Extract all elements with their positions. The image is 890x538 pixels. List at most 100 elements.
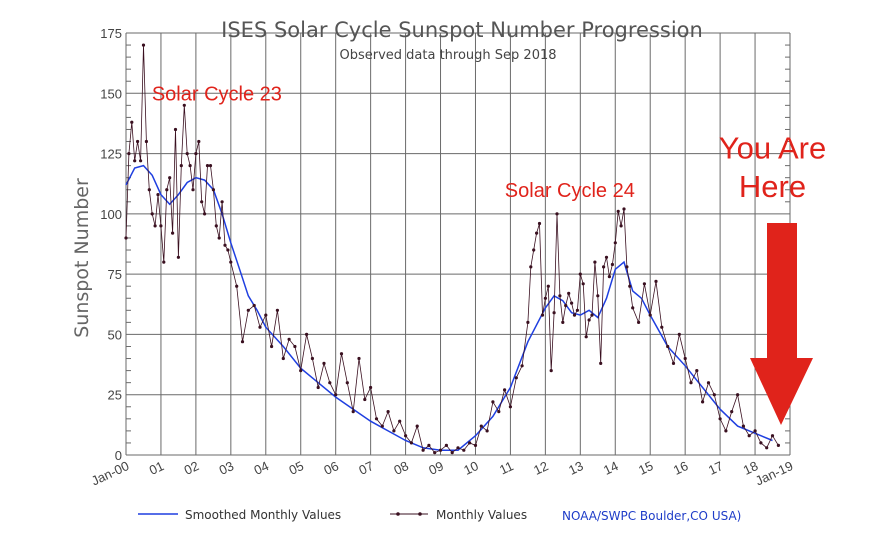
monthly-point xyxy=(421,448,425,452)
monthly-point xyxy=(503,388,507,392)
legend-monthly-marker xyxy=(396,512,400,516)
monthly-point xyxy=(596,294,600,298)
monthly-point xyxy=(616,209,620,213)
x-tick-label: 09 xyxy=(426,458,445,478)
y-tick-label: 0 xyxy=(115,448,122,463)
monthly-point xyxy=(671,361,676,365)
monthly-point xyxy=(322,361,326,365)
x-tick-label: 01 xyxy=(147,458,166,478)
monthly-point xyxy=(264,313,268,317)
monthly-point xyxy=(197,139,201,144)
down-arrow-icon xyxy=(750,223,813,425)
monthly-point xyxy=(706,381,711,385)
monthly-point xyxy=(666,344,670,349)
monthly-point xyxy=(150,212,154,216)
monthly-point xyxy=(610,262,615,267)
monthly-point xyxy=(130,120,134,124)
monthly-point xyxy=(637,320,641,324)
monthly-point xyxy=(188,164,192,168)
monthly-point xyxy=(162,260,166,264)
monthly-point xyxy=(590,313,594,317)
monthly-point xyxy=(607,275,612,279)
y-tick-label: 125 xyxy=(100,147,122,162)
x-tick-label: 13 xyxy=(566,458,585,478)
monthly-point xyxy=(683,356,687,361)
monthly-point xyxy=(316,385,320,390)
monthly-point xyxy=(275,308,279,312)
monthly-point xyxy=(546,284,550,288)
monthly-point xyxy=(479,424,483,428)
monthly-point xyxy=(380,424,384,428)
monthly-point xyxy=(281,356,285,361)
x-tick-label: 05 xyxy=(287,458,306,478)
monthly-point xyxy=(404,434,408,438)
monthly-point xyxy=(776,443,781,447)
y-tick-label: 75 xyxy=(108,267,122,282)
monthly-point xyxy=(200,200,204,204)
monthly-point xyxy=(543,296,548,300)
monthly-point xyxy=(398,419,402,423)
monthly-point xyxy=(462,448,466,452)
monthly-point xyxy=(468,441,472,445)
monthly-point xyxy=(226,248,230,252)
monthly-point xyxy=(613,241,617,245)
monthly-point xyxy=(258,325,262,329)
monthly-point xyxy=(246,308,250,312)
y-axis-label: Sunspot Number xyxy=(71,178,93,338)
annotation-cycle-24: Solar Cycle 24 xyxy=(505,180,635,202)
annotation-here: Here xyxy=(739,169,806,204)
monthly-point xyxy=(581,282,585,286)
x-tick-label: 14 xyxy=(601,458,620,478)
monthly-point xyxy=(156,193,160,197)
monthly-series-line xyxy=(125,45,779,454)
monthly-point xyxy=(497,410,501,414)
monthly-point xyxy=(386,410,390,414)
monthly-point xyxy=(415,424,419,428)
monthly-point xyxy=(540,313,545,317)
monthly-point xyxy=(191,188,195,192)
x-tick-label: Jan-00 xyxy=(89,458,131,488)
monthly-point xyxy=(660,325,664,329)
monthly-point xyxy=(619,224,623,228)
monthly-point xyxy=(648,313,652,317)
monthly-point xyxy=(328,381,332,385)
monthly-point xyxy=(305,332,309,336)
monthly-point xyxy=(753,429,757,433)
monthly-point xyxy=(765,446,769,450)
monthly-point xyxy=(427,443,431,447)
monthly-point xyxy=(689,381,693,385)
x-tick-label: 15 xyxy=(636,458,655,478)
monthly-point xyxy=(578,272,582,276)
monthly-point xyxy=(287,337,291,341)
monthly-point xyxy=(555,212,559,216)
monthly-point xyxy=(185,152,189,156)
monthly-point xyxy=(570,301,574,305)
monthly-point xyxy=(293,344,297,349)
monthly-point xyxy=(217,236,221,240)
monthly-point xyxy=(139,159,143,163)
monthly-point xyxy=(567,291,571,295)
monthly-point xyxy=(552,311,556,315)
monthly-point xyxy=(602,265,606,269)
monthly-point xyxy=(310,356,314,361)
x-tick-label: 17 xyxy=(706,458,725,478)
monthly-point xyxy=(240,340,245,344)
legend-monthly-label: Monthly Values xyxy=(436,508,527,522)
monthly-point xyxy=(642,282,647,286)
monthly-point xyxy=(730,410,734,414)
chart-subtitle: Observed data through Sep 2018 xyxy=(339,48,556,63)
monthly-point xyxy=(220,200,224,204)
y-tick-label: 25 xyxy=(108,388,122,403)
monthly-point xyxy=(520,364,524,368)
monthly-point xyxy=(526,320,530,324)
monthly-point xyxy=(182,103,186,107)
monthly-point xyxy=(369,385,373,390)
x-tick-label: 12 xyxy=(531,458,550,478)
legend: Smoothed Monthly Values Monthly Values N… xyxy=(138,508,741,523)
legend-monthly-marker xyxy=(418,512,422,516)
monthly-point xyxy=(572,313,577,317)
monthly-point xyxy=(584,335,588,339)
monthly-point xyxy=(176,255,180,259)
monthly-point xyxy=(339,352,344,356)
